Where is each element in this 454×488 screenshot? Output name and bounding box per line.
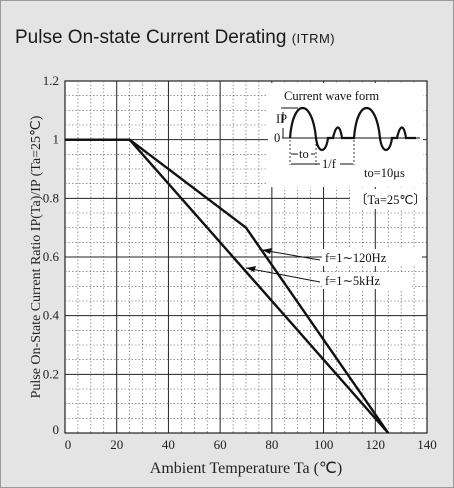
title-suffix: (ITRM) — [291, 31, 336, 46]
x-tick-label: 100 — [314, 437, 334, 452]
condition-label: 〔Ta=25℃〕 — [355, 193, 426, 207]
y-tick-label: 0.8 — [43, 190, 59, 205]
y-tick-label: 1 — [53, 132, 60, 147]
y-tick-label: 1.2 — [43, 73, 59, 88]
x-tick-label: 120 — [366, 437, 386, 452]
x-tick-label: 40 — [162, 437, 175, 452]
series-lines — [65, 138, 390, 434]
y-tick-label: 0.4 — [43, 308, 60, 323]
legend-leader-2 — [245, 267, 321, 283]
y-tick-label: 0 — [53, 422, 60, 437]
legend-label-1: f=1∼120Hz — [325, 251, 387, 265]
x-tick-label: 0 — [65, 437, 72, 452]
x-tick-label: 80 — [265, 437, 278, 452]
y-axis-label: Pulse On-State Current Ratio IP(Ta)/IP (… — [29, 115, 44, 398]
y-tick-label: 0.6 — [43, 249, 60, 264]
y-tick-label: 0.2 — [43, 366, 59, 381]
legend-bg-1 — [322, 249, 422, 266]
chart-title: Pulse On-state Current Derating (ITRM) — [15, 27, 335, 49]
tick-labels: 0 20 40 60 80 100 120 140 0 0.2 0.4 0.6 0.8 1 1.2 — [43, 73, 437, 452]
condition-background — [350, 189, 426, 209]
waveform-inset: Current wave form IP 0 to 1/f to=10μs 〔T… — [268, 83, 426, 209]
x-tick-label: 20 — [110, 437, 123, 452]
legend-callouts: f=1∼120Hz f=1∼5kHz — [245, 248, 422, 289]
legend-label-2: f=1∼5kHz — [325, 274, 380, 288]
legend-arrowhead-1 — [262, 248, 272, 254]
title-text: Pulse On-state Current Derating — [15, 27, 287, 48]
waveform-curve — [288, 106, 416, 152]
inset-title: Current wave form — [284, 89, 379, 103]
series-line-2 — [65, 138, 390, 434]
inset-to-label: to — [299, 147, 309, 161]
x-tick-label: 60 — [214, 437, 227, 452]
inset-period-label: 1/f — [322, 157, 337, 171]
x-tick-label: 140 — [417, 437, 437, 452]
inset-to-value: to=10μs — [364, 166, 405, 180]
inset-ip-label: IP — [276, 112, 287, 126]
inset-zero-label: 0 — [274, 131, 280, 145]
legend-arrowhead-2 — [246, 266, 256, 272]
legend-bg-2 — [322, 272, 412, 289]
x-axis-label: Ambient Temperature Ta (℃) — [150, 460, 342, 477]
legend-leader-1 — [261, 249, 321, 261]
